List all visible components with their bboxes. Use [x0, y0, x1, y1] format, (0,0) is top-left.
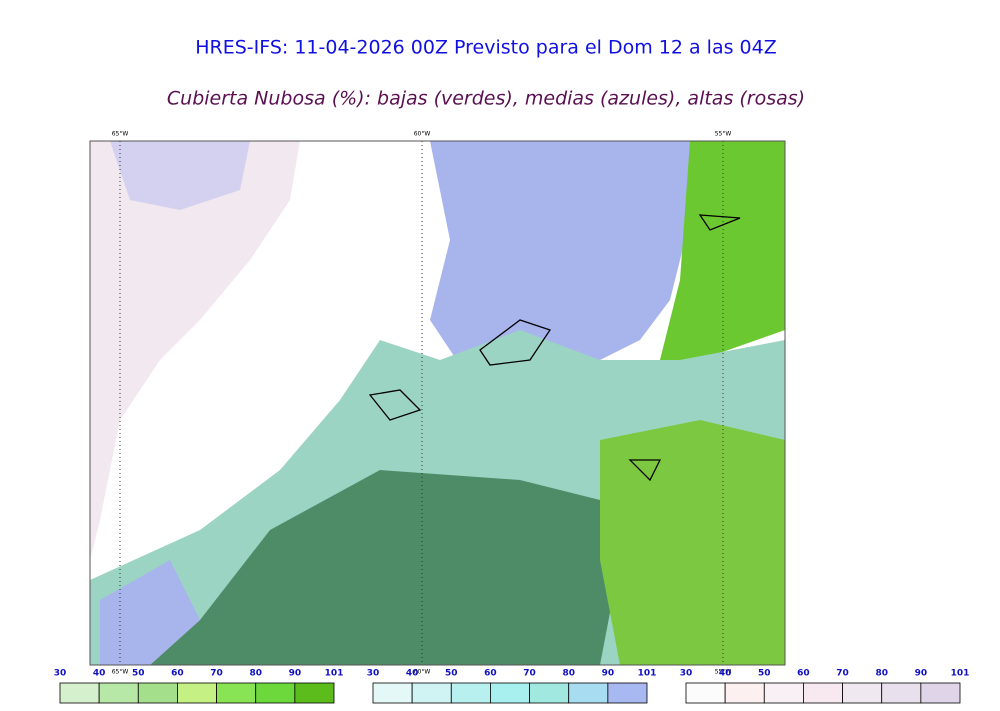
colorbar-swatch [568, 682, 609, 704]
colorbar-label: 30 [54, 669, 67, 679]
colorbar-label: 101 [325, 669, 344, 679]
colorbar-swatch [803, 682, 843, 704]
low-cloud [660, 141, 785, 360]
colorbar-label: 40 [93, 669, 106, 679]
colorbar-swatch [724, 682, 765, 704]
colorbar-label: 80 [875, 669, 888, 679]
colorbar-swatch [685, 682, 726, 704]
colorbar-swatch [763, 682, 804, 704]
colorbar-label: 101 [638, 669, 657, 679]
title: HRES-IFS: 11-04-2026 00Z Previsto para e… [195, 37, 777, 59]
colorbar-swatch [842, 682, 883, 704]
colorbar-swatch [920, 682, 961, 704]
lon-label: 65°W [112, 669, 129, 676]
lon-label: 60°W [414, 131, 431, 138]
colorbar-label: 70 [210, 669, 223, 679]
colorbar-label: 50 [758, 669, 771, 679]
colorbar-label: 50 [445, 669, 458, 679]
colorbar-swatch [137, 682, 178, 704]
subtitle: Cubierta Nubosa (%): bajas (verdes), med… [167, 88, 805, 110]
colorbar-label: 40 [719, 669, 732, 679]
colorbar-label: 90 [289, 669, 302, 679]
colorbar-label: 60 [797, 669, 810, 679]
mid-cloud [100, 560, 200, 665]
colorbar-label: 90 [602, 669, 615, 679]
high-cloud [90, 141, 300, 560]
colorbar-label: 70 [523, 669, 536, 679]
colorbar-label: 40 [406, 669, 419, 679]
low-cloud [600, 420, 785, 665]
colorbar-label: 80 [249, 669, 262, 679]
colorbar-label: 70 [836, 669, 849, 679]
colorbar-swatch [294, 682, 335, 704]
colorbar-swatch [177, 682, 217, 704]
colorbar-swatch [607, 682, 648, 704]
colorbar-swatch [529, 682, 570, 704]
lon-label: 55°W [715, 131, 732, 138]
colorbar-label: 30 [680, 669, 693, 679]
colorbar-swatch [450, 682, 491, 704]
colorbar-label: 60 [171, 669, 184, 679]
coastline [368, 214, 741, 482]
colorbar-label: 80 [562, 669, 575, 679]
colorbar-swatch [372, 682, 413, 704]
mid-cloud [430, 141, 700, 380]
lon-label: 65°W [112, 131, 129, 138]
map-frame [89, 140, 786, 666]
colorbar-swatch [411, 682, 452, 704]
colorbar-swatch [59, 682, 100, 704]
colorbar-label: 60 [484, 669, 497, 679]
lon-label: 55°W [715, 669, 732, 676]
colorbar-swatch [216, 682, 257, 704]
colorbar-swatch [98, 682, 139, 704]
lon-label: 60°W [414, 669, 431, 676]
lon-labels: 65°W 60°W 55°W 65°W 60°W 55°W [112, 131, 732, 676]
map-field [89, 140, 786, 666]
colorbar-swatch [881, 682, 922, 704]
colorbar-label: 50 [132, 669, 145, 679]
colorbar-label: 101 [951, 669, 970, 679]
colorbar-swatch [490, 682, 530, 704]
mid-cloud [110, 141, 250, 210]
colorbar-label: 90 [915, 669, 928, 679]
low-cloud-dense [150, 470, 620, 665]
colorbar-swatch [255, 682, 296, 704]
colorbar-label: 30 [367, 669, 380, 679]
